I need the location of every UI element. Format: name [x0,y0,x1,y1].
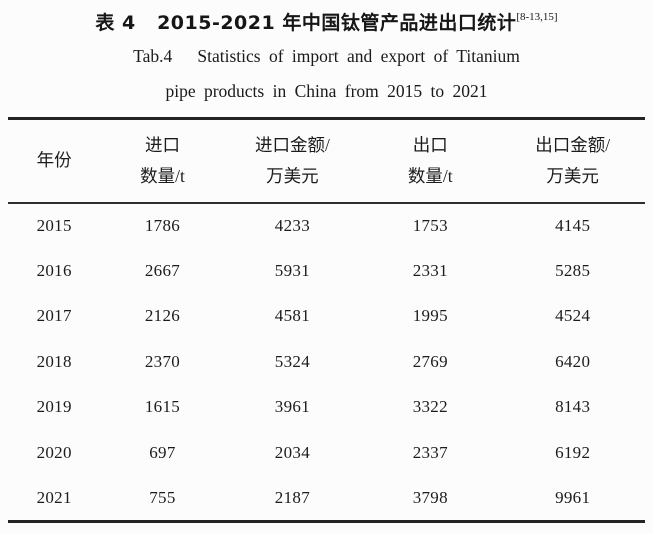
table-title-english-line2: pipe products in China from 2015 to 2021 [165,81,488,101]
cell-export-value: 9961 [555,487,591,507]
cell-year: 2017 [36,306,72,326]
cell-import-qty: 697 [149,442,176,462]
cell-import-value: 3961 [274,397,310,417]
cell-import-qty: 2126 [144,306,181,326]
cell-export-qty: 2331 [412,260,448,280]
cell-export-qty: 2337 [412,442,448,462]
cell-import-qty: 755 [149,487,176,507]
cell-export-qty: 1753 [412,215,448,235]
cell-export-value: 8143 [555,397,591,417]
header-cell-export-value: 出口金额/ 万美元 [500,118,645,204]
cell-year: 2019 [36,397,72,417]
header-import-value-line1: 进口金额/ [254,134,330,155]
cell-export-qty: 1995 [412,306,448,326]
table-row-2018: 2018 2370 5324 2769 6420 [8,339,645,385]
header-year-label: 年份 [36,150,72,171]
header-export-value-line2: 万美元 [546,165,599,186]
cell-year: 2016 [36,260,72,280]
header-cell-export-qty: 出口 数量/t [360,118,501,204]
cell-export-value: 5285 [555,260,591,280]
header-import-qty-line2: 数量/t [140,165,185,186]
cell-year: 2015 [36,215,72,235]
cell-import-qty: 2370 [144,351,181,371]
table-row-2020: 2020 697 2034 2337 6192 [8,430,645,476]
header-cell-import-value: 进口金额/ 万美元 [224,118,361,204]
header-export-qty-line1: 出口 [412,134,448,155]
cell-year: 2018 [36,351,72,371]
cell-import-value: 2034 [274,442,310,462]
cell-year: 2020 [36,442,72,462]
cell-export-qty: 3798 [412,487,448,507]
cell-import-value: 5931 [274,260,310,280]
cell-export-qty: 3322 [412,397,448,417]
cell-import-value: 4233 [274,215,310,235]
cell-import-qty: 1615 [144,397,181,417]
header-cell-import-qty: 进口 数量/t [100,118,225,204]
cell-import-value: 2187 [274,487,310,507]
cell-export-value: 6192 [555,442,591,462]
cell-export-value: 4524 [555,306,591,326]
import-export-statistics-table: 年份 进口 数量/t 进口金额/ 万美元 出口 数量/t 出口金额/ 万美元 [8,117,645,523]
header-import-value-line2: 万美元 [266,165,319,186]
cell-export-value: 4145 [555,215,591,235]
cell-import-qty: 2667 [144,260,181,280]
header-export-value-line1: 出口金额/ [535,134,611,155]
table-body: 2015 1786 4233 1753 4145 2016 2667 5931 … [8,203,645,522]
table-header: 年份 进口 数量/t 进口金额/ 万美元 出口 数量/t 出口金额/ 万美元 [8,118,645,204]
table-row-2021: 2021 755 2187 3798 9961 [8,476,645,522]
cell-import-value: 5324 [274,351,310,371]
cell-import-qty: 1786 [144,215,181,235]
table-row-2016: 2016 2667 5931 2331 5285 [8,248,645,294]
table-title-english-line1: Tab.4 Statistics of import and export of… [133,46,520,66]
table-title-chinese-text: 表 4 2015-2021 年中国钛管产品进出口统计 [95,12,517,34]
cell-export-qty: 2769 [412,351,448,371]
table-row-2019: 2019 1615 3961 3322 8143 [8,385,645,431]
header-export-qty-line2: 数量/t [407,165,453,186]
table-title-chinese: 表 4 2015-2021 年中国钛管产品进出口统计[8-13,15] [0,8,653,35]
header-cell-year: 年份 [8,118,101,204]
table-row-2017: 2017 2126 4581 1995 4524 [8,294,645,340]
citation-superscript: [8-13,15] [516,11,558,23]
header-row: 年份 进口 数量/t 进口金额/ 万美元 出口 数量/t 出口金额/ 万美元 [8,118,645,204]
cell-year: 2021 [36,487,72,507]
cell-export-value: 6420 [555,351,591,371]
cell-import-value: 4581 [274,306,310,326]
header-import-qty-line1: 进口 [144,134,180,155]
table-row-2015: 2015 1786 4233 1753 4145 [8,203,645,249]
